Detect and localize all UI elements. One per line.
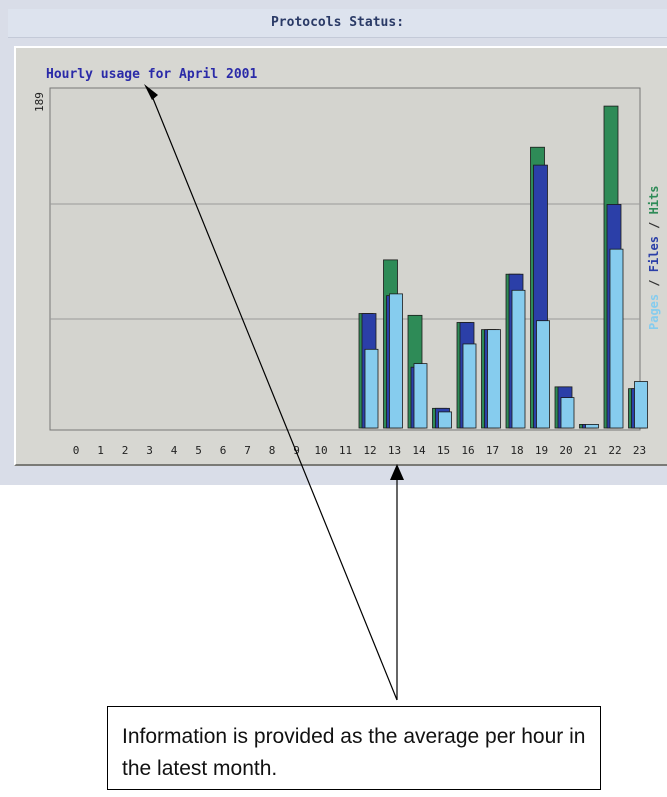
x-tick-label: 15 [437, 444, 450, 457]
x-tick-label: 10 [314, 444, 327, 457]
panel-header: Protocols Status: [8, 9, 667, 38]
x-tick-label: 14 [412, 444, 426, 457]
x-tick-label: 5 [195, 444, 202, 457]
bar-pages-14 [413, 363, 428, 429]
bar-pages-15 [438, 411, 452, 429]
chart-title: Hourly usage for April 2001 [46, 67, 257, 82]
bar-pages-12 [364, 348, 379, 429]
x-tick-label: 8 [269, 444, 276, 457]
bar-pages-18 [511, 289, 526, 429]
arrowhead-title-icon [144, 84, 158, 100]
legend: Pages / Files / Hits [647, 185, 661, 330]
x-tick-label: 6 [220, 444, 227, 457]
y-max-label: 189 [33, 92, 46, 112]
x-tick-label: 2 [122, 444, 129, 457]
x-tick-label: 17 [486, 444, 499, 457]
x-tick-label: 19 [535, 444, 548, 457]
x-tick-label: 1 [97, 444, 104, 457]
arrowhead-axis-icon [390, 464, 404, 480]
bar-pages-21 [585, 424, 599, 429]
legend-separator: / [647, 214, 661, 236]
legend-files: Files [647, 236, 661, 272]
x-tick-label: 0 [73, 444, 80, 457]
arrow-to-title [151, 95, 398, 701]
bar-pages-20 [560, 397, 575, 429]
x-tick-label: 11 [339, 444, 352, 457]
x-tick-label: 20 [559, 444, 572, 457]
x-tick-label: 4 [171, 444, 178, 457]
x-tick-label: 13 [388, 444, 401, 457]
bar-pages-13 [389, 293, 403, 429]
plot-area [49, 87, 641, 431]
bar-pages-16 [462, 343, 477, 429]
x-tick-label: 12 [363, 444, 376, 457]
bar-pages-17 [487, 329, 501, 429]
x-tick-label: 16 [461, 444, 474, 457]
x-tick-label: 18 [510, 444, 523, 457]
x-tick-label: 21 [584, 444, 597, 457]
x-tick-label: 23 [633, 444, 646, 457]
annotation-box: Information is provided as the average p… [107, 706, 601, 790]
bar-pages-22 [609, 248, 624, 429]
legend-separator: / [647, 272, 661, 294]
x-tick-label: 7 [244, 444, 251, 457]
x-tick-label: 22 [608, 444, 621, 457]
legend-hits: Hits [647, 185, 661, 214]
legend-pages: Pages [647, 294, 661, 330]
x-tick-label: 3 [146, 444, 153, 457]
x-tick-label: 9 [293, 444, 300, 457]
bar-pages-23 [634, 381, 648, 429]
bar-pages-19 [536, 320, 550, 429]
